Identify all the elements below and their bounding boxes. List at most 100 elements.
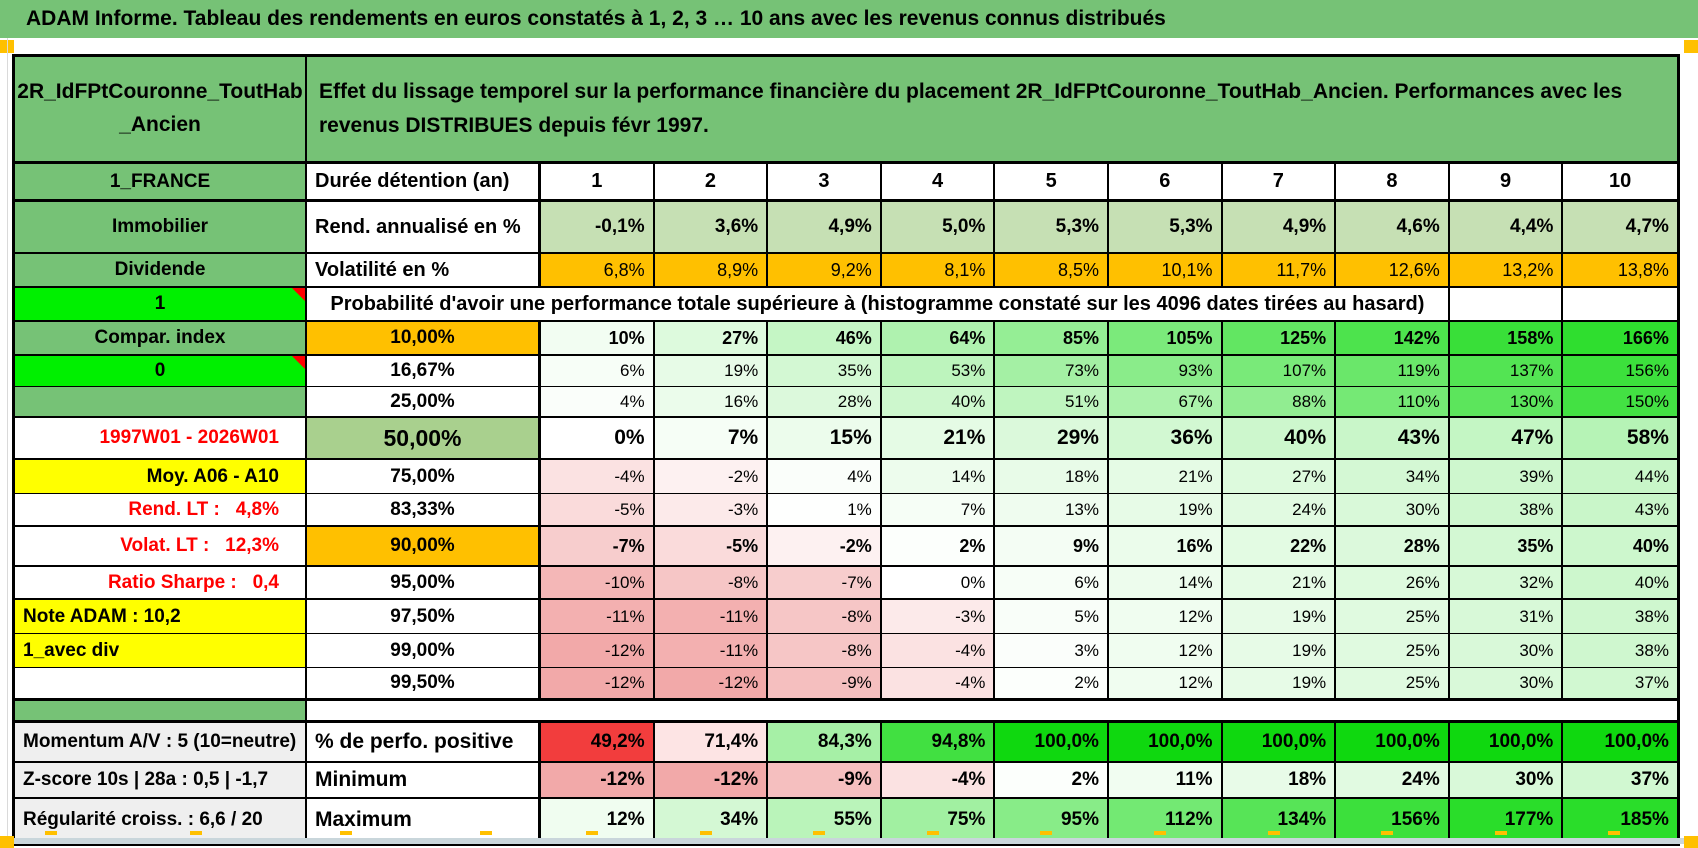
value-cell[interactable]: 94,8% [881, 723, 996, 761]
value-cell[interactable]: 19% [1222, 634, 1337, 667]
value-cell[interactable]: 130% [1449, 387, 1564, 416]
value-cell[interactable]: 43% [1336, 418, 1450, 458]
value-cell[interactable]: 30% [1336, 494, 1450, 525]
value-cell[interactable]: 67% [1108, 387, 1223, 416]
value-cell[interactable]: 7 [1222, 164, 1337, 199]
value-cell[interactable]: 9% [995, 527, 1109, 565]
value-cell[interactable]: 19% [654, 356, 769, 386]
value-cell[interactable]: -8% [654, 567, 769, 598]
value-cell[interactable]: 100,0% [995, 723, 1109, 761]
value-cell[interactable]: -0,1% [541, 202, 655, 252]
value-cell[interactable]: 38% [1449, 494, 1564, 525]
value-cell[interactable]: -9% [768, 668, 882, 698]
value-cell[interactable]: 8,9% [654, 254, 769, 286]
value-cell[interactable]: 37% [1563, 668, 1677, 698]
value-cell[interactable]: 44% [1563, 460, 1677, 493]
value-cell[interactable]: 51% [995, 387, 1109, 416]
value-cell[interactable]: 40% [1222, 418, 1337, 458]
value-cell[interactable]: 58% [1563, 418, 1677, 458]
row-label-cell[interactable]: Régularité croiss. : 6,6 / 20 [15, 799, 307, 840]
value-cell[interactable]: 55% [768, 799, 882, 840]
value-cell[interactable]: 19% [1222, 600, 1337, 633]
value-cell[interactable]: -11% [541, 600, 655, 633]
value-cell[interactable]: -3% [654, 494, 769, 525]
value-cell[interactable]: 4,7% [1563, 202, 1677, 252]
value-cell[interactable]: 14% [881, 460, 996, 493]
value-cell[interactable]: -9% [768, 763, 882, 797]
row-label-cell[interactable] [15, 701, 307, 720]
value-cell[interactable]: 13,2% [1449, 254, 1564, 286]
value-cell[interactable]: 0% [541, 418, 655, 458]
description-cell[interactable]: Effet du lissage temporel sur la perform… [307, 57, 1677, 161]
stat-label-cell[interactable]: Minimum [307, 763, 541, 797]
value-cell[interactable]: -4% [881, 668, 996, 698]
value-cell[interactable]: 12% [1108, 634, 1223, 667]
row-label-cell[interactable]: 1997W01 - 2026W01 [15, 418, 307, 458]
value-cell[interactable]: -3% [881, 600, 996, 633]
value-cell[interactable]: 125% [1222, 322, 1337, 354]
value-cell[interactable]: -12% [541, 763, 655, 797]
value-cell[interactable]: 47% [1449, 418, 1564, 458]
value-cell[interactable]: 11,7% [1222, 254, 1337, 286]
stat-label-cell[interactable]: % de perfo. positive [307, 723, 541, 761]
value-cell[interactable]: 158% [1449, 322, 1564, 354]
value-cell[interactable]: 24% [1336, 763, 1450, 797]
stat-label-cell[interactable]: Durée détention (an) [307, 164, 541, 199]
placement-name-cell[interactable]: 2R_IdFPtCouronne_ToutHab_Ancien [15, 57, 307, 161]
value-cell[interactable]: 156% [1563, 356, 1677, 386]
value-cell[interactable]: 21% [881, 418, 996, 458]
value-cell[interactable]: 2% [881, 527, 996, 565]
value-cell[interactable]: 4,9% [1222, 202, 1337, 252]
value-cell[interactable]: -5% [541, 494, 655, 525]
value-cell[interactable]: 6% [541, 356, 655, 386]
value-cell[interactable]: 105% [1108, 322, 1223, 354]
value-cell[interactable]: 19% [1222, 668, 1337, 698]
row-label-cell[interactable]: 1 [15, 288, 307, 320]
empty-cell[interactable] [1450, 288, 1564, 320]
value-cell[interactable]: 84,3% [768, 723, 882, 761]
value-cell[interactable]: 37% [1563, 763, 1677, 797]
value-cell[interactable]: -2% [654, 460, 769, 493]
stat-label-cell[interactable]: 99,50% [307, 668, 541, 698]
value-cell[interactable]: 2% [995, 668, 1109, 698]
value-cell[interactable]: 25% [1336, 668, 1450, 698]
value-cell[interactable]: 2% [995, 763, 1109, 797]
stat-label-cell[interactable]: 90,00% [307, 527, 541, 565]
value-cell[interactable]: 85% [995, 322, 1109, 354]
value-cell[interactable]: 2 [654, 164, 769, 199]
value-cell[interactable]: 166% [1563, 322, 1677, 354]
value-cell[interactable]: 1% [768, 494, 882, 525]
row-label-cell[interactable] [15, 387, 307, 416]
value-cell[interactable]: 93% [1108, 356, 1223, 386]
value-cell[interactable]: 110% [1336, 387, 1450, 416]
value-cell[interactable]: 30% [1449, 763, 1564, 797]
value-cell[interactable]: 4,4% [1449, 202, 1564, 252]
stat-label-cell[interactable]: 10,00% [307, 322, 541, 354]
row-label-cell[interactable]: Note ADAM : 10,2 [15, 600, 307, 633]
value-cell[interactable]: -7% [768, 567, 882, 598]
value-cell[interactable]: 40% [881, 387, 996, 416]
value-cell[interactable]: 13,8% [1563, 254, 1677, 286]
value-cell[interactable]: 39% [1449, 460, 1564, 493]
value-cell[interactable]: 24% [1222, 494, 1337, 525]
value-cell[interactable]: 100,0% [1336, 723, 1450, 761]
value-cell[interactable]: 40% [1563, 567, 1677, 598]
value-cell[interactable]: 4 [881, 164, 996, 199]
value-cell[interactable]: -4% [541, 460, 655, 493]
value-cell[interactable]: 10,1% [1108, 254, 1223, 286]
value-cell[interactable]: 4% [768, 460, 882, 493]
value-cell[interactable]: -2% [768, 527, 882, 565]
value-cell[interactable]: 11% [1108, 763, 1223, 797]
value-cell[interactable]: 16% [1108, 527, 1223, 565]
value-cell[interactable]: 100,0% [1108, 723, 1223, 761]
value-cell[interactable]: 3% [995, 634, 1109, 667]
value-cell[interactable]: 107% [1222, 356, 1337, 386]
value-cell[interactable]: 32% [1449, 567, 1564, 598]
value-cell[interactable]: 73% [995, 356, 1109, 386]
value-cell[interactable]: 71,4% [654, 723, 769, 761]
value-cell[interactable]: 25% [1336, 600, 1450, 633]
stat-label-cell[interactable]: 83,33% [307, 494, 541, 525]
value-cell[interactable]: 16% [654, 387, 769, 416]
value-cell[interactable]: 8,5% [995, 254, 1109, 286]
value-cell[interactable]: 5,3% [1108, 202, 1223, 252]
